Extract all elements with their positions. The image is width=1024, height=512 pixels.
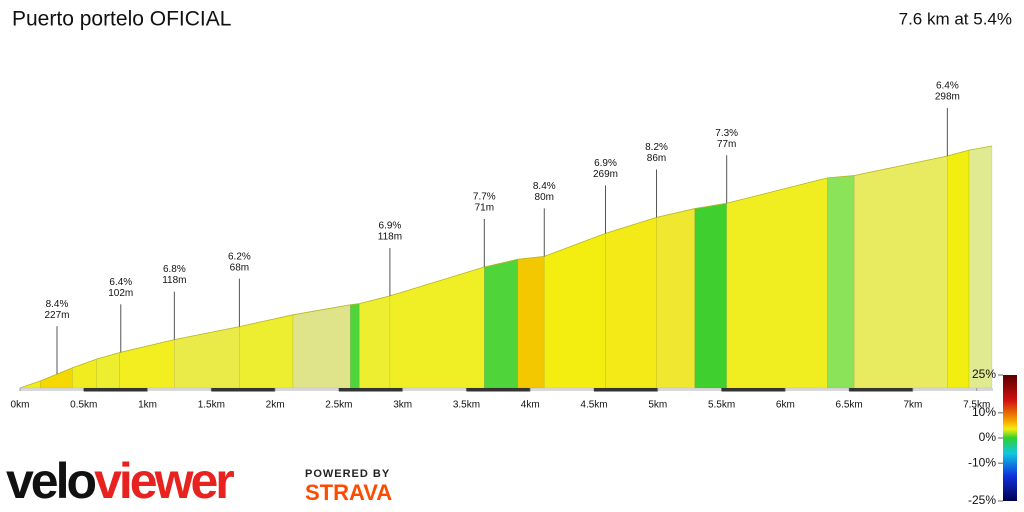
- x-tick-label: 3km: [393, 400, 412, 411]
- scale-label: 10%: [972, 405, 996, 419]
- annotation-length: 86m: [647, 153, 666, 164]
- x-tick-label: 0.5km: [70, 400, 97, 411]
- x-tick-label: 5km: [648, 400, 667, 411]
- profile-segment: [517, 256, 545, 389]
- annotation-length: 298m: [935, 92, 960, 103]
- annotation-gradient: 6.9%: [594, 158, 617, 169]
- logo-velo: velo: [6, 453, 96, 509]
- annotation-length: 269m: [593, 169, 618, 180]
- annotation-length: 118m: [162, 275, 186, 286]
- annotation-length: 80m: [535, 192, 554, 203]
- x-tick-label: 6.5km: [836, 400, 863, 411]
- profile-segment: [350, 303, 360, 389]
- profile-segment: [827, 175, 855, 389]
- scale-label: -10%: [968, 455, 996, 469]
- scale-label: -25%: [968, 493, 996, 507]
- scale-label: 0%: [979, 430, 997, 444]
- profile-segment: [656, 208, 696, 389]
- annotation-gradient: 6.9%: [379, 221, 402, 232]
- profile-segment: [694, 202, 727, 389]
- strava-logo: STRAVA: [305, 480, 392, 505]
- km-band: [83, 388, 148, 392]
- profile-segment: [359, 295, 391, 389]
- annotation-gradient: 6.8%: [163, 264, 186, 275]
- profile-segment: [853, 155, 948, 389]
- x-tick-label: 6km: [776, 400, 795, 411]
- annotation-gradient: 8.4%: [533, 181, 556, 192]
- annotation-gradient: 6.4%: [936, 81, 959, 92]
- annotation-length: 102m: [108, 288, 133, 299]
- x-tick-label: 7.5km: [963, 400, 990, 411]
- profile-segment: [119, 339, 175, 389]
- annotation-length: 77m: [717, 139, 736, 150]
- profile-segment: [543, 232, 606, 389]
- profile-segment: [389, 266, 485, 389]
- x-tick-label: 5.5km: [708, 400, 735, 411]
- x-tick-label: 1.5km: [198, 400, 225, 411]
- x-tick-label: 2.5km: [325, 400, 352, 411]
- annotation-gradient: 7.7%: [473, 192, 496, 203]
- km-band: [849, 388, 913, 392]
- profile-segment: [174, 326, 240, 389]
- x-tick-label: 2km: [266, 400, 285, 411]
- km-band: [211, 388, 276, 392]
- annotation-gradient: 6.2%: [228, 251, 251, 262]
- profile-segment: [40, 367, 73, 389]
- profile-segment: [292, 304, 351, 389]
- x-tick-label: 4km: [521, 400, 540, 411]
- logo-viewer: viewer: [94, 453, 234, 509]
- logo: veloviewer: [6, 453, 234, 509]
- annotation-length: 118m: [378, 232, 402, 243]
- x-tick-label: 4.5km: [580, 400, 607, 411]
- km-band: [594, 388, 658, 392]
- x-tick-label: 1km: [138, 400, 157, 411]
- profile-segment: [947, 149, 970, 389]
- annotation-gradient: 6.4%: [109, 277, 132, 288]
- chart-title: Puerto portelo OFICIAL: [12, 8, 231, 31]
- km-band: [466, 388, 531, 392]
- profile-segment: [239, 314, 294, 389]
- summary: 7.6 km at 5.4%: [899, 9, 1012, 28]
- x-tick-label: 7km: [903, 400, 922, 411]
- profile-segment: [484, 258, 518, 389]
- annotation-length: 68m: [230, 262, 249, 273]
- profile-segment: [968, 145, 993, 389]
- annotation-length: 71m: [475, 203, 494, 214]
- profile-segment: [605, 217, 657, 389]
- annotation-gradient: 8.2%: [645, 142, 668, 153]
- annotation-length: 227m: [44, 310, 69, 321]
- annotation-gradient: 7.3%: [715, 128, 738, 139]
- km-band: [338, 388, 403, 392]
- annotation-gradient: 8.4%: [46, 299, 69, 310]
- scale-label: 25%: [972, 367, 996, 381]
- profile-segment: [726, 177, 828, 389]
- x-tick-label: 0km: [11, 400, 30, 411]
- color-scale: [1003, 375, 1017, 501]
- x-tick-label: 3.5km: [453, 400, 480, 411]
- km-band: [721, 388, 786, 392]
- powered-by: POWERED BY: [305, 468, 390, 480]
